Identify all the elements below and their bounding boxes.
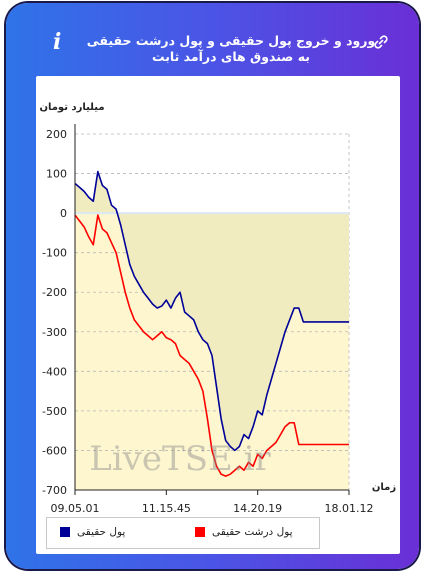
legend: پول حقیقی پول درشت حقیقی (46, 517, 320, 549)
chart-title: ورود و خروج پول حقیقی و پول درشت حقیقی ب… (86, 33, 376, 64)
y-tick-label: -300 (42, 326, 67, 339)
area-real-money (75, 171, 349, 451)
legend-swatch-real-money (60, 527, 70, 537)
y-tick-label: 0 (60, 207, 67, 220)
y-tick-label: 100 (46, 168, 67, 181)
info-icon[interactable]: i (53, 29, 62, 55)
y-tick-label: -100 (42, 247, 67, 260)
legend-label-real-money: پول حقیقی (77, 526, 126, 538)
series-line-real-money (74, 170, 349, 452)
y-tick-label: 200 (46, 128, 67, 141)
zero-line (75, 212, 349, 215)
legend-swatch-big-real-money (195, 527, 205, 537)
y-tick-label: -200 (42, 286, 67, 299)
y-tick-label: -700 (42, 484, 67, 497)
x-tick-label: 14.20.19 (233, 502, 282, 515)
y-tick-label: -400 (42, 365, 67, 378)
series-line-big-real-money (74, 214, 349, 477)
y-axis-label: میلیارد تومان (39, 102, 104, 113)
x-axis-label: زمان (372, 482, 396, 493)
link-icon[interactable] (373, 34, 389, 50)
y-tick-label: -600 (42, 444, 67, 457)
legend-label-big-real-money: پول درشت حقیقی (212, 526, 293, 538)
y-tick-label: -500 (42, 405, 67, 418)
watermark-text: LiveTSE.ir (89, 439, 271, 479)
x-tick-label: 11.15.45 (142, 502, 191, 515)
x-tick-label: 09.05.01 (51, 502, 100, 515)
x-tick-label: 18.01.12 (325, 502, 374, 515)
